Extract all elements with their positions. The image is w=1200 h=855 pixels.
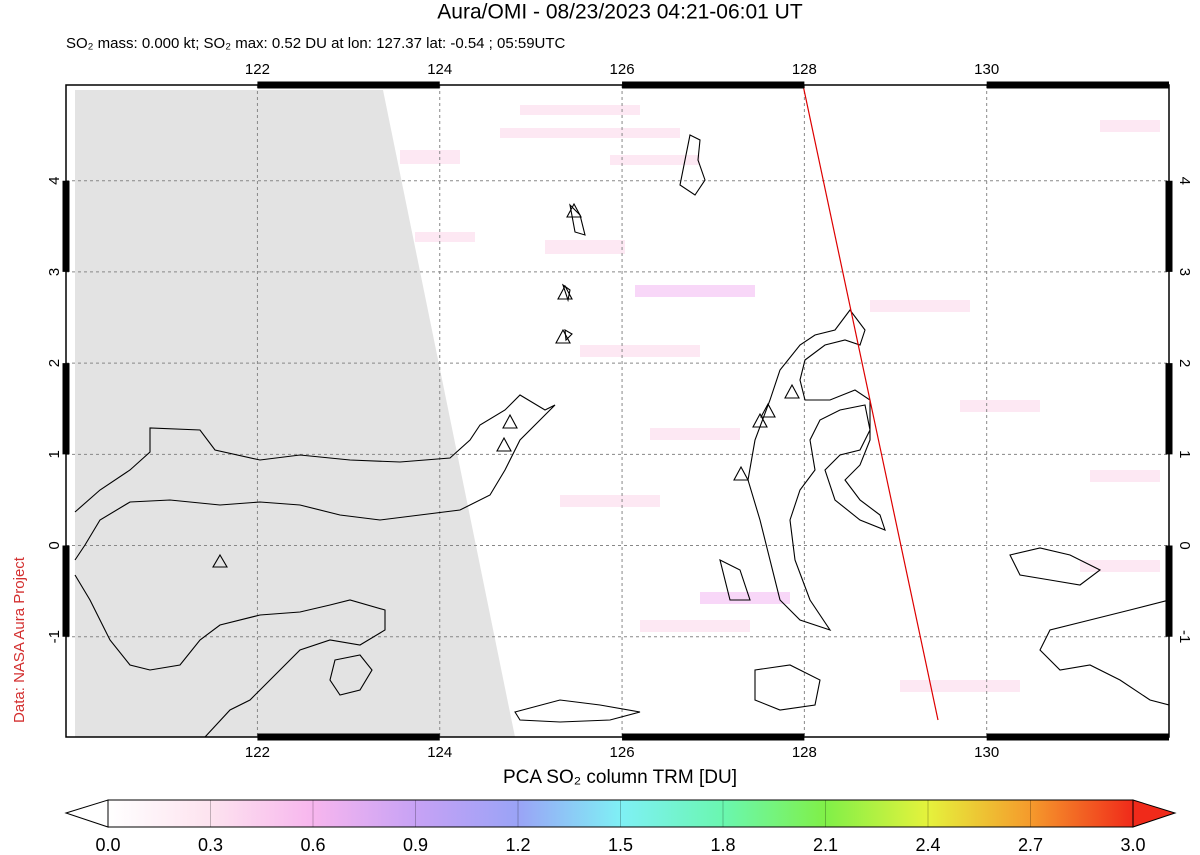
colorbar-tick-label: 0.3: [198, 835, 223, 855]
colorbar-tick-label: 0.9: [403, 835, 428, 855]
x-tick-label: 128: [792, 744, 817, 761]
x-tick-label: 126: [610, 744, 635, 761]
volcanoes: [212, 202, 800, 568]
y-tick-label: 3: [1176, 268, 1193, 276]
y-tick-label: 0: [46, 541, 63, 549]
colorbar-tick-label: 3.0: [1120, 835, 1145, 855]
x-tick-label: 126: [610, 61, 635, 78]
y-tick-label: 4: [46, 177, 63, 185]
colorbar-tick-label: 1.8: [710, 835, 735, 855]
x-tick-label: 128: [792, 61, 817, 78]
credit: Data: NASA Aura Project: [11, 556, 28, 723]
colorbar-tick-label: 1.2: [505, 835, 530, 855]
colorbar-tick-label: 0.6: [300, 835, 325, 855]
x-tick-label: 122: [245, 61, 270, 78]
colorbar-over: [1132, 799, 1177, 828]
y-tick-label: 4: [1176, 177, 1193, 185]
x-tick-label: 122: [245, 744, 270, 761]
colorbar-tick-label: 2.7: [1018, 835, 1043, 855]
map-body: [66, 85, 1169, 737]
y-tick-label: 0: [1176, 541, 1193, 549]
subtitle: SO₂ mass: 0.000 kt; SO₂ max: 0.52 DU at …: [66, 35, 566, 52]
colorbar-tick-label: 0.0: [95, 835, 120, 855]
no-data-region: [75, 90, 515, 737]
y-tick-label: 1: [1176, 450, 1193, 458]
title: Aura/OMI - 08/23/2023 04:21-06:01 UT: [437, 1, 803, 24]
y-tick-label: 2: [46, 359, 63, 367]
y-tick-label: 1: [46, 450, 63, 458]
colorbar-tick-label: 2.1: [813, 835, 838, 855]
y-tick-label: -1: [1176, 630, 1193, 643]
coastlines: [74, 134, 1169, 737]
colorbar-under: [64, 799, 109, 828]
colorbar: [107, 799, 1134, 828]
x-tick-label: 124: [427, 744, 452, 761]
orbit-track: [802, 85, 939, 721]
x-tick-label: 130: [974, 61, 999, 78]
y-tick-label: 2: [1176, 359, 1193, 367]
colorbar-tick-label: 2.4: [915, 835, 940, 855]
x-tick-label: 130: [974, 744, 999, 761]
y-tick-label: 3: [46, 268, 63, 276]
colorbar-tick-label: 1.5: [608, 835, 633, 855]
colorbar-label: PCA SO₂ column TRM [DU]: [503, 767, 737, 788]
retrieval-stripes: [400, 105, 1160, 692]
x-tick-label: 124: [427, 61, 452, 78]
grid: [66, 85, 1169, 737]
y-tick-label: -1: [46, 630, 63, 643]
frame-bars: [62, 81, 1173, 741]
